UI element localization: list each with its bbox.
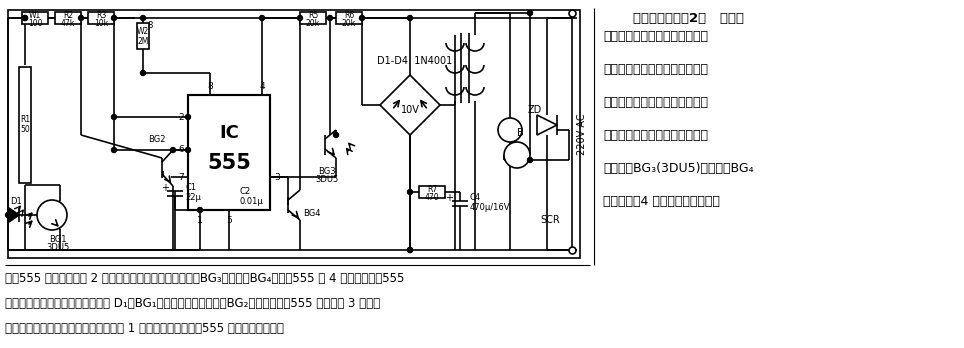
Text: 50: 50	[20, 126, 30, 134]
Text: 电平、触发可控硅导通指示灯变亮，约 1 分钟后定时时间到，555 复位指示灯息灯。: 电平、触发可控硅导通指示灯变亮，约 1 分钟后定时时间到，555 复位指示灯息灯…	[5, 322, 283, 335]
Text: D1-D4  1N4001: D1-D4 1N4001	[377, 56, 453, 66]
Text: 470: 470	[425, 192, 440, 201]
Text: IC: IC	[219, 124, 239, 142]
Text: BG1: BG1	[49, 235, 67, 244]
Circle shape	[6, 213, 11, 218]
Polygon shape	[537, 115, 557, 135]
Text: 100: 100	[28, 18, 42, 27]
Circle shape	[408, 247, 413, 253]
Text: +: +	[445, 193, 453, 203]
Circle shape	[527, 10, 532, 16]
Bar	[188, 95, 270, 210]
Text: 10V: 10V	[401, 105, 419, 115]
Text: 3DU5: 3DU5	[315, 175, 338, 184]
Circle shape	[37, 200, 67, 230]
Circle shape	[141, 71, 146, 76]
Text: B: B	[517, 128, 523, 138]
Bar	[137, 23, 149, 49]
Bar	[419, 186, 445, 198]
Circle shape	[334, 133, 338, 137]
Circle shape	[171, 148, 175, 152]
Text: 3: 3	[274, 173, 280, 182]
Bar	[88, 12, 114, 24]
Text: 20k: 20k	[342, 18, 356, 27]
Text: W1: W1	[29, 11, 41, 21]
Text: C2: C2	[239, 188, 250, 197]
Circle shape	[328, 16, 333, 21]
Text: 2: 2	[178, 112, 184, 121]
Text: R3: R3	[95, 11, 106, 21]
Circle shape	[22, 16, 28, 21]
Bar	[336, 12, 362, 24]
Circle shape	[198, 207, 202, 213]
Bar	[55, 12, 81, 24]
Text: 红外光控开关（2）   该电路: 红外光控开关（2） 该电路	[633, 12, 744, 25]
Circle shape	[112, 148, 117, 152]
Text: 22μ: 22μ	[185, 193, 201, 203]
Text: 470μ/16V: 470μ/16V	[470, 204, 511, 213]
Circle shape	[112, 114, 117, 119]
Bar	[19, 67, 31, 183]
Text: 稳定时电路和控制电路等。可用: 稳定时电路和控制电路等。可用	[603, 63, 708, 76]
Text: 饱和导通，4 脚为低电平而强制复: 饱和导通，4 脚为低电平而强制复	[603, 195, 720, 208]
Circle shape	[112, 16, 117, 21]
Text: 4: 4	[259, 82, 265, 91]
Text: 220V AC: 220V AC	[577, 113, 587, 155]
Circle shape	[259, 16, 264, 21]
Circle shape	[360, 16, 364, 21]
Text: 8: 8	[147, 21, 152, 30]
Text: +: +	[161, 183, 169, 193]
Text: 1: 1	[197, 216, 202, 225]
Text: 光照强，BG₃(3DU5)呈低阵，BG₄: 光照强，BG₃(3DU5)呈低阵，BG₄	[603, 162, 754, 175]
Text: R6: R6	[344, 11, 354, 21]
Circle shape	[78, 16, 84, 21]
Text: R5: R5	[308, 11, 318, 21]
Text: 水开关和防盗报警等场合。白天: 水开关和防盗报警等场合。白天	[603, 129, 708, 142]
Circle shape	[298, 16, 303, 21]
Text: 于无人値守的照明控制、光控节: 于无人値守的照明控制、光控节	[603, 96, 708, 109]
Text: 3DU5: 3DU5	[46, 243, 69, 252]
Text: R7: R7	[427, 185, 437, 195]
Text: 0.01μ: 0.01μ	[239, 198, 263, 206]
Circle shape	[504, 142, 530, 168]
Circle shape	[185, 148, 191, 152]
Circle shape	[185, 114, 191, 119]
Polygon shape	[9, 208, 19, 222]
Circle shape	[408, 190, 413, 195]
Bar	[8, 10, 580, 258]
Text: 5: 5	[227, 216, 232, 225]
Text: BG3: BG3	[318, 167, 335, 176]
Bar	[300, 12, 326, 24]
Text: 47k: 47k	[61, 18, 75, 27]
Circle shape	[408, 16, 413, 21]
Circle shape	[141, 16, 146, 21]
Text: SCR: SCR	[540, 215, 560, 225]
Text: BG4: BG4	[303, 208, 320, 218]
Text: BG2: BG2	[148, 135, 166, 144]
Circle shape	[408, 247, 413, 253]
Text: ZD: ZD	[528, 105, 542, 115]
Text: 20k: 20k	[306, 18, 320, 27]
Text: C4: C4	[470, 193, 481, 203]
Text: C1: C1	[185, 183, 196, 192]
Text: R2: R2	[63, 11, 73, 21]
Text: 555: 555	[207, 153, 251, 173]
Text: 位，555 输出状态不受 2 脚控制。夜幕降临时，光照弱，BG₃呈高阵，BG₄截止，555 的 4 脚呈高电平，555: 位，555 输出状态不受 2 脚控制。夜幕降临时，光照弱，BG₃呈高阵，BG₄截…	[5, 272, 404, 285]
Text: 10k: 10k	[94, 18, 108, 27]
Text: 处于待触发状态。此时，当有人在 D₁、BG₁之间通过，发生遮光，BG₂输出低电平，555 被置位而 3 脚为高: 处于待触发状态。此时，当有人在 D₁、BG₁之间通过，发生遮光，BG₂输出低电平…	[5, 297, 380, 310]
Text: 8: 8	[207, 82, 213, 91]
Circle shape	[527, 158, 532, 163]
Text: 2M: 2M	[137, 37, 148, 46]
Text: 6: 6	[178, 145, 184, 155]
Text: R1: R1	[20, 116, 30, 125]
Circle shape	[22, 16, 28, 21]
Text: 7: 7	[178, 173, 184, 182]
Polygon shape	[380, 75, 440, 135]
Text: W2: W2	[137, 26, 149, 35]
Circle shape	[498, 118, 522, 142]
Bar	[22, 12, 48, 24]
Text: 包括：红外发射头、接收头、单: 包括：红外发射头、接收头、单	[603, 30, 708, 43]
Text: D1: D1	[10, 197, 22, 206]
